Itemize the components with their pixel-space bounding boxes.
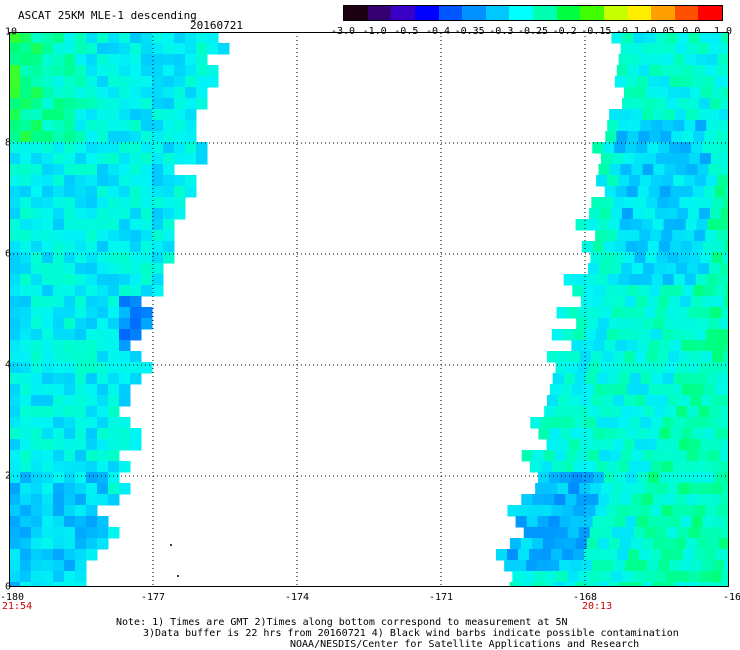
colorbar-segment [580,6,604,20]
y-tick-label: 4 [5,359,12,371]
colorbar-segment [674,6,699,20]
colorbar-segment [651,6,675,20]
colorbar-label: 0.0 [682,26,701,37]
colorbar-segment [438,6,463,20]
colorbar-label: -0.2 [552,26,577,37]
x-tick-label: -16 [722,592,740,603]
colorbar-label: -0.25 [517,26,549,37]
colorbar-segment [414,6,439,20]
colorbar-segment [556,6,581,20]
x-tick-label: -177 [140,592,166,603]
grid-layer [9,32,729,587]
note-line-3: NOAA/NESDIS/Center for Satellite Applica… [290,639,640,650]
colorbar-label: 1.0 [713,26,733,37]
colorbar-label: -0.15 [581,26,612,37]
wind-barb-dot [177,575,179,577]
colorbar-label: -0.4 [425,26,451,37]
colorbar-label: -0.1 [615,26,641,37]
colorbar-segment [533,6,557,20]
colorbar-segment [391,6,415,20]
colorbar-label: -0.5 [394,26,419,37]
colorbar-segment [485,6,510,20]
y-tick-label: 6 [5,248,12,260]
time-label-right: 20:13 [582,601,613,612]
wind-barb-dot [170,544,172,546]
colorbar-label: -0.3 [489,26,514,37]
colorbar-segment [698,6,722,20]
y-tick-label: 10 [5,26,18,38]
x-tick-label: -180 [0,592,25,603]
y-tick-label: 8 [5,137,12,149]
wind-map [9,32,729,587]
plot-title: ASCAT 25KM MLE-1 descending [18,9,197,22]
colorbar-segment [344,6,368,20]
colorbar-segment [462,6,486,20]
time-label-left: 21:54 [2,601,33,612]
map-frame [9,32,729,587]
colorbar-segment [627,6,652,20]
colorbar-label: -1.0 [362,26,387,37]
x-tick-label: -168 [572,592,598,603]
colorbar [343,5,723,21]
colorbar-label: -0.35 [454,26,485,37]
colorbar-label: -0.05 [644,26,675,37]
note-line-2: 3)Data buffer is 22 hrs from 20160721 4)… [143,628,679,639]
colorbar-segment [603,6,628,20]
x-tick-label: -174 [284,592,310,603]
swath-layer [9,32,729,587]
colorbar-label: -3.0 [330,26,356,37]
y-tick-label: 0 [5,581,12,593]
plot-date: 20160721 [190,19,243,32]
colorbar-segment [367,6,392,20]
x-tick-label: -171 [428,592,454,603]
colorbar-segment [509,6,533,20]
y-tick-label: 2 [5,470,12,482]
note-line-1: Note: 1) Times are GMT 2)Times along bot… [116,617,568,628]
swath-left [9,32,230,587]
swath-right [496,32,729,587]
